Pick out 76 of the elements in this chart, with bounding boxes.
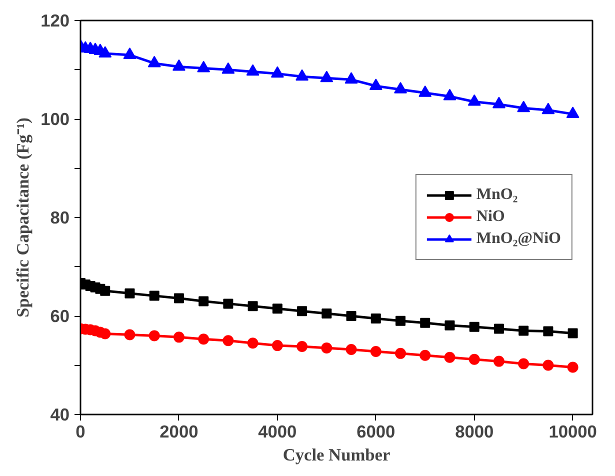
point: [100, 328, 111, 340]
point: [246, 64, 260, 76]
x-tick-label: 10000: [548, 422, 597, 442]
y-tick-label: 100: [40, 109, 70, 129]
point: [222, 62, 235, 74]
x-tick-label: 2000: [160, 422, 198, 442]
point: [493, 356, 504, 367]
point: [296, 341, 308, 352]
point: [272, 304, 282, 314]
point: [468, 354, 480, 365]
point: [369, 78, 382, 90]
point: [124, 329, 136, 340]
point: [518, 358, 530, 370]
x-axis-title: Cycle Number: [282, 446, 390, 464]
point: [346, 311, 356, 321]
point: [492, 96, 506, 108]
point: [197, 60, 210, 72]
point: [396, 316, 406, 326]
point: [468, 94, 481, 106]
y-tick-label: 80: [50, 208, 70, 228]
point: [370, 346, 382, 357]
point: [123, 48, 136, 59]
point: [542, 102, 555, 114]
point: [124, 288, 135, 298]
point: [172, 59, 186, 71]
point: [223, 298, 234, 309]
y-tick-label: 60: [50, 306, 70, 326]
point: [98, 46, 112, 58]
point: [272, 340, 283, 352]
point: [566, 106, 580, 118]
point: [517, 100, 530, 112]
point: [248, 301, 258, 312]
point: [543, 326, 554, 336]
point: [494, 324, 504, 334]
point: [297, 306, 308, 316]
point: [222, 335, 234, 346]
point: [148, 56, 161, 68]
point: [148, 330, 160, 342]
point: [247, 338, 258, 349]
point: [322, 308, 332, 319]
y-tick-label: 120: [40, 10, 70, 30]
point: [394, 82, 407, 94]
point: [395, 348, 406, 359]
point: [370, 313, 381, 324]
y-tick-label: 40: [50, 404, 70, 424]
x-tick-label: 0: [76, 422, 86, 442]
point: [346, 344, 357, 355]
point: [100, 286, 110, 296]
point: [320, 70, 334, 82]
point: [444, 320, 455, 330]
x-tick-label: 8000: [455, 422, 494, 442]
point: [568, 328, 578, 338]
point: [296, 69, 309, 81]
point: [321, 342, 332, 354]
point: [469, 322, 480, 332]
point: [149, 290, 160, 301]
point: [198, 296, 209, 306]
x-tick-label: 6000: [356, 422, 396, 442]
point: [198, 334, 210, 345]
point: [344, 72, 358, 84]
point: [420, 318, 430, 328]
point: [518, 326, 529, 336]
point: [173, 332, 184, 343]
point: [444, 352, 456, 363]
y-axis-title: Specific Capacitance (Fg⁻¹): [14, 117, 33, 318]
legend-label: MnO₂@NiO: [476, 230, 561, 248]
point: [567, 362, 578, 373]
legend-label: MnO₂: [476, 186, 518, 204]
legend-label: NiO: [476, 208, 505, 226]
point: [418, 85, 432, 97]
point: [542, 360, 554, 371]
x-tick-label: 4000: [258, 422, 297, 442]
point: [174, 293, 184, 304]
point: [420, 350, 431, 361]
point: [270, 66, 284, 78]
point: [443, 88, 456, 100]
